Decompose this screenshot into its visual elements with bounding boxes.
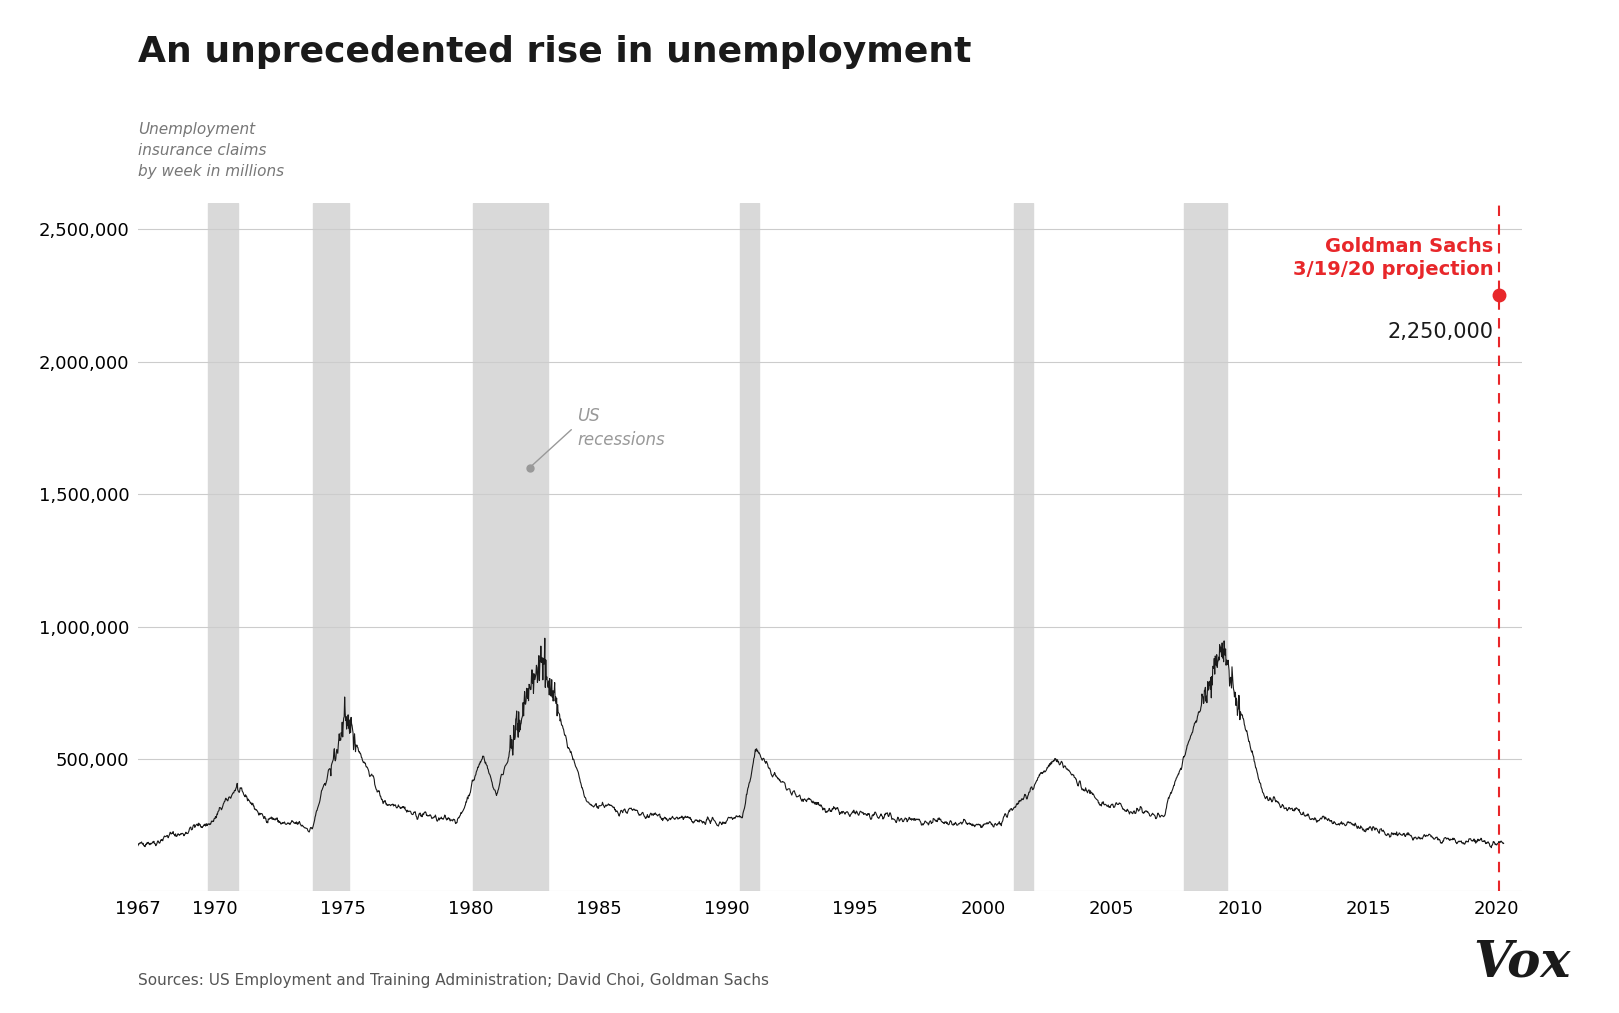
Text: An unprecedented rise in unemployment: An unprecedented rise in unemployment [138, 35, 971, 70]
Text: Goldman Sachs
3/19/20 projection: Goldman Sachs 3/19/20 projection [1294, 237, 1494, 280]
Text: 2,250,000: 2,250,000 [1387, 322, 1494, 341]
Text: US
recessions: US recessions [578, 407, 665, 449]
Bar [473, 203, 547, 891]
Bar [1013, 203, 1033, 891]
Text: Vox: Vox [1473, 939, 1570, 988]
Bar [740, 203, 759, 891]
Text: Sources: US Employment and Training Administration; David Choi, Goldman Sachs: Sources: US Employment and Training Admi… [138, 972, 769, 988]
Bar [1183, 203, 1227, 891]
Bar [312, 203, 350, 891]
Bar [209, 203, 238, 891]
Text: Unemployment
insurance claims
by week in millions: Unemployment insurance claims by week in… [138, 122, 283, 178]
